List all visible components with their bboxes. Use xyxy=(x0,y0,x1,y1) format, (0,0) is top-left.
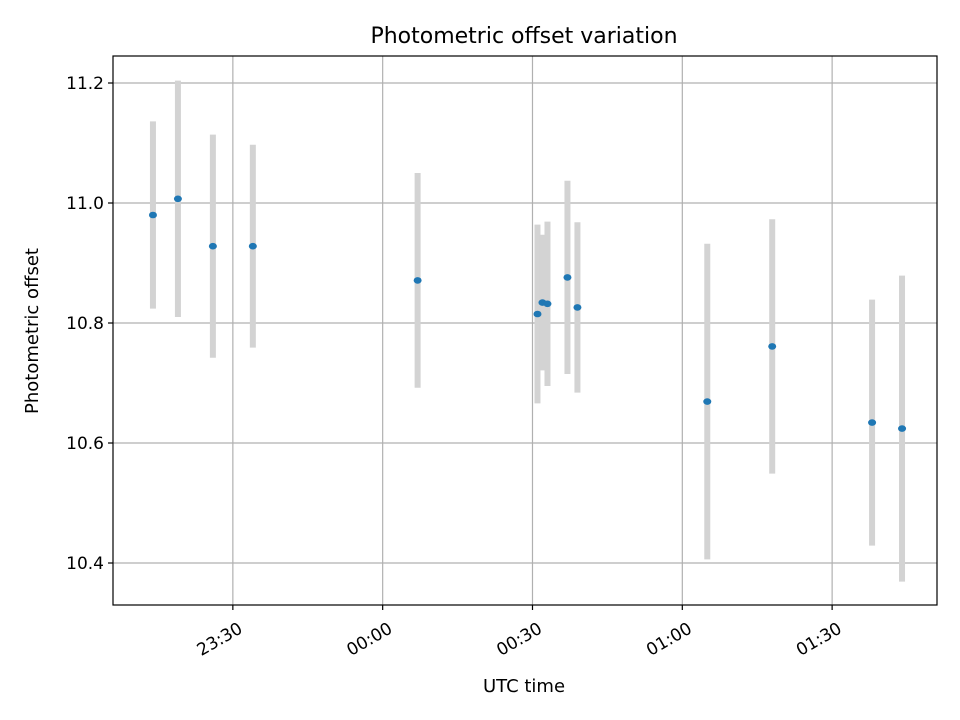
y-tick-label: 11.0 xyxy=(66,194,104,214)
data-point xyxy=(248,242,257,250)
y-tick-label: 11.2 xyxy=(66,74,104,94)
data-point xyxy=(563,274,572,281)
y-ticks: 10.4 10.6 10.8 11.0 11.2 xyxy=(66,74,113,574)
x-tick-label: 23:30 xyxy=(194,619,246,661)
x-tick-label: 00:00 xyxy=(344,619,396,661)
y-axis-label: Photometric offset xyxy=(22,248,43,414)
y-tick-label: 10.6 xyxy=(66,434,104,454)
plot-frame xyxy=(112,55,938,606)
x-tick-label: 01:30 xyxy=(793,619,845,661)
error-bars xyxy=(149,80,906,582)
data-point xyxy=(543,300,552,308)
y-tick-label: 10.8 xyxy=(66,314,104,334)
data-point xyxy=(898,425,907,432)
x-ticks: 23:30 00:00 00:30 01:00 01:30 xyxy=(194,605,845,661)
chart-title: Photometric offset variation xyxy=(370,24,677,49)
data-point xyxy=(573,304,582,311)
data-point xyxy=(413,277,422,284)
data-point xyxy=(148,211,157,219)
data-point xyxy=(533,310,542,318)
data-point xyxy=(173,195,182,203)
x-tick-label: 01:00 xyxy=(643,619,695,661)
data-point xyxy=(768,343,777,350)
x-axis-label: UTC time xyxy=(483,676,565,697)
data-point xyxy=(208,242,217,250)
x-tick-label: 00:30 xyxy=(493,619,545,661)
y-tick-label: 10.4 xyxy=(66,554,104,574)
data-point xyxy=(703,398,712,405)
data-points xyxy=(148,195,907,432)
grid xyxy=(113,56,937,605)
data-point xyxy=(868,419,877,426)
